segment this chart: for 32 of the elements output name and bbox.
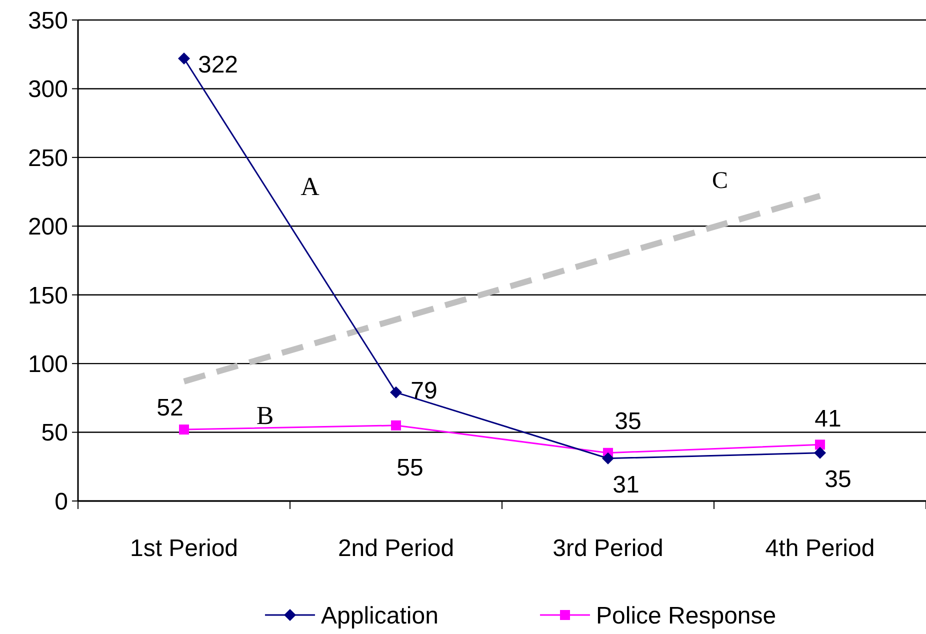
point (602, 452, 614, 464)
series-label: C (712, 168, 728, 194)
y-tick-label: 150 (28, 282, 68, 310)
data-label: 79 (410, 377, 438, 404)
data-label: 35 (614, 408, 642, 435)
point (814, 446, 826, 459)
y-tick-label: 200 (28, 214, 68, 241)
data-label: 55 (396, 454, 424, 482)
x-tick-label: 1st Period (130, 535, 238, 562)
y-tick-label: 0 (54, 488, 68, 516)
point (815, 440, 825, 450)
point (178, 52, 190, 64)
x-tick-label: 3rd Period (552, 535, 664, 562)
data-label: 35 (824, 466, 852, 493)
x-tick-label: 2nd Period (338, 535, 454, 562)
annotation: B (256, 401, 274, 430)
y-tick-label: 250 (28, 144, 68, 172)
data-label: 31 (612, 471, 640, 498)
legend-label: Police Response (596, 602, 776, 630)
y-tick-label: 100 (28, 350, 68, 378)
data-label: 52 (156, 394, 184, 422)
data-label: 322 (198, 51, 238, 78)
y-tick-label: 300 (28, 76, 68, 104)
legend-label: Application (321, 602, 438, 630)
point (390, 386, 402, 398)
point (391, 420, 401, 430)
y-tick-label: 50 (41, 420, 68, 447)
y-tick-label: 350 (28, 7, 68, 34)
annotation: A (300, 172, 320, 201)
x-tick-label: 4th Period (765, 535, 875, 562)
data-label: 41 (814, 406, 842, 433)
point (179, 424, 189, 435)
